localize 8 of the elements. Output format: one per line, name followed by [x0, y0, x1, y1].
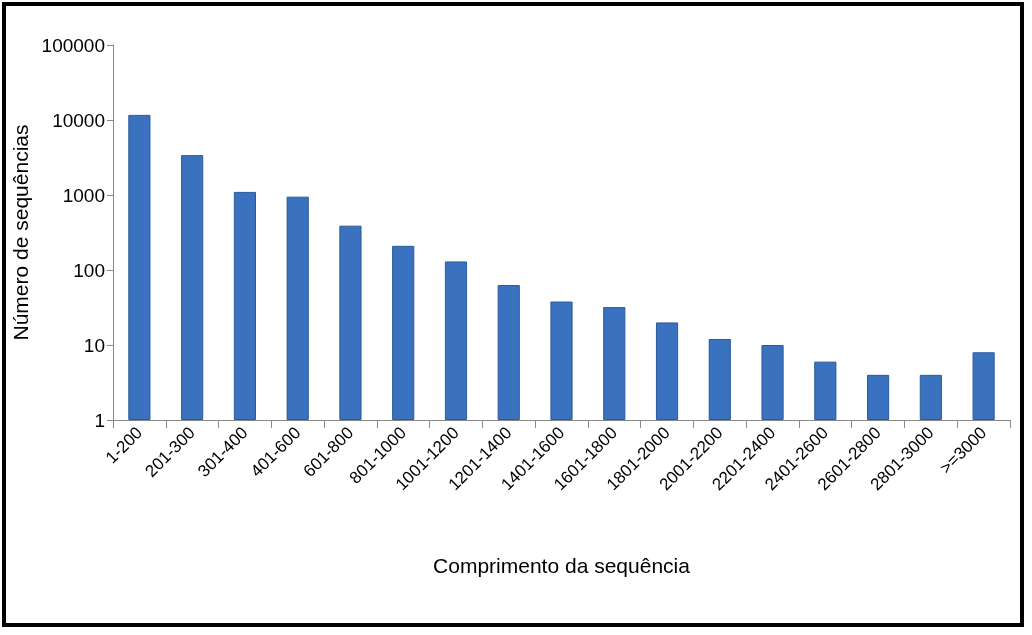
y-tick-label: 10 — [83, 334, 105, 356]
y-tick-label: 1000 — [62, 184, 105, 206]
y-tick-label: 100 — [73, 259, 105, 281]
y-tick-label: 1 — [94, 409, 105, 431]
x-axis-title: Comprimento da sequência — [433, 554, 691, 577]
y-axis-title: Número de sequências — [8, 124, 32, 341]
y-tick-label: 100000 — [41, 34, 105, 56]
y-tick-label: 10000 — [52, 109, 105, 131]
